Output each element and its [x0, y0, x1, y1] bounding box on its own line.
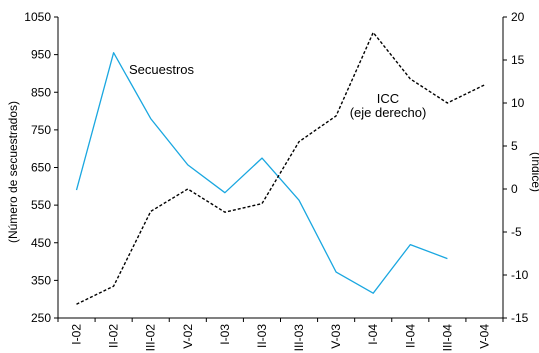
left-tick-label: 650 [31, 161, 51, 175]
annotation-eje-derecho: (eje derecho) [350, 105, 427, 120]
right-tick-labels: -15 -10 -5 0 5 10 15 20 [503, 10, 529, 325]
x-tick-label: II-04 [403, 324, 417, 348]
series-lines [75, 31, 485, 305]
right-tick-label: 20 [511, 10, 525, 24]
x-tick-label: V-04 [477, 324, 491, 349]
left-tick-label: 450 [31, 236, 51, 250]
right-tick-label: 15 [511, 53, 525, 67]
right-axis-label: (Índice) [529, 152, 539, 192]
x-tick-label: II-03 [255, 324, 269, 348]
right-tick-label: 5 [511, 139, 518, 153]
left-tick-labels: 250 350 450 550 650 750 850 950 1050 [24, 10, 58, 325]
x-tick-label: V-02 [181, 324, 195, 349]
left-tick-label: 1050 [24, 10, 51, 24]
annotation-secuestros: Secuestros [129, 62, 195, 77]
right-tick-label: -15 [511, 311, 529, 325]
right-tick-label: 0 [511, 182, 518, 196]
x-tick-label: II-02 [107, 324, 121, 348]
right-tick-label: -5 [511, 225, 522, 239]
x-tick-labels: I-02 II-02 III-02 V-02 I-03 II-03 III-03 V-03 I-… [57, 318, 504, 352]
x-tick-label: I-02 [70, 324, 84, 345]
x-tick-label: V-03 [329, 324, 343, 349]
left-tick-label: 850 [31, 85, 51, 99]
left-tick-label: 750 [31, 123, 51, 137]
x-tick-label: I-04 [366, 324, 380, 345]
x-tick-label: III-03 [292, 324, 306, 352]
axes [57, 17, 504, 319]
left-tick-label: 250 [31, 311, 51, 325]
series-line-icc [76, 31, 485, 305]
x-tick-label: III-04 [440, 324, 454, 352]
x-tick-label: I-03 [218, 324, 232, 345]
right-tick-label: -10 [511, 268, 529, 282]
series-line-secuestros [75, 52, 448, 294]
annotation-icc: ICC [377, 91, 399, 106]
x-tick-label: III-02 [144, 324, 158, 352]
left-tick-label: 950 [31, 48, 51, 62]
left-tick-label: 550 [31, 198, 51, 212]
right-tick-label: 10 [511, 96, 525, 110]
left-axis-label: (Número de secuestrados) [6, 101, 20, 243]
left-tick-label: 350 [31, 273, 51, 287]
